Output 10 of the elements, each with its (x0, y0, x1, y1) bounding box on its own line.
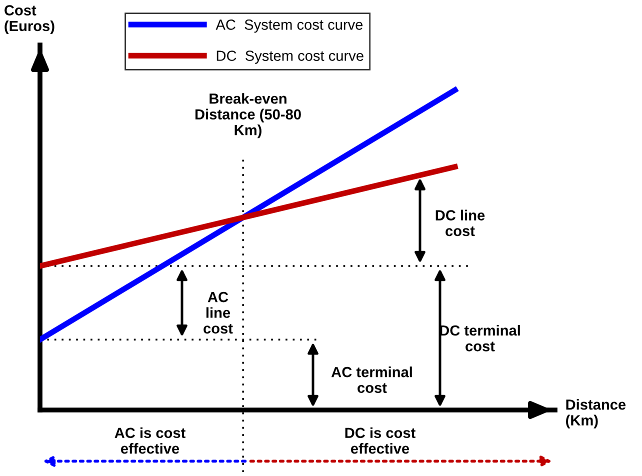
text: AC is cost effective (114, 427, 186, 454)
legend-label: DC System cost curve (216, 50, 364, 64)
legend-label: AC System cost curve (216, 20, 363, 33)
text: DC is cost effective (345, 427, 416, 454)
annotation: AC terminal cost (331, 366, 412, 393)
annotation: DC line cost (436, 210, 485, 236)
x-axis-title: Distance (Km) (566, 399, 626, 428)
y-axis-title: Cost (Euros) (4, 5, 54, 34)
annotation: Break-even Distance (50-80 Km) (195, 93, 301, 138)
annotation: AC line cost (204, 292, 233, 334)
